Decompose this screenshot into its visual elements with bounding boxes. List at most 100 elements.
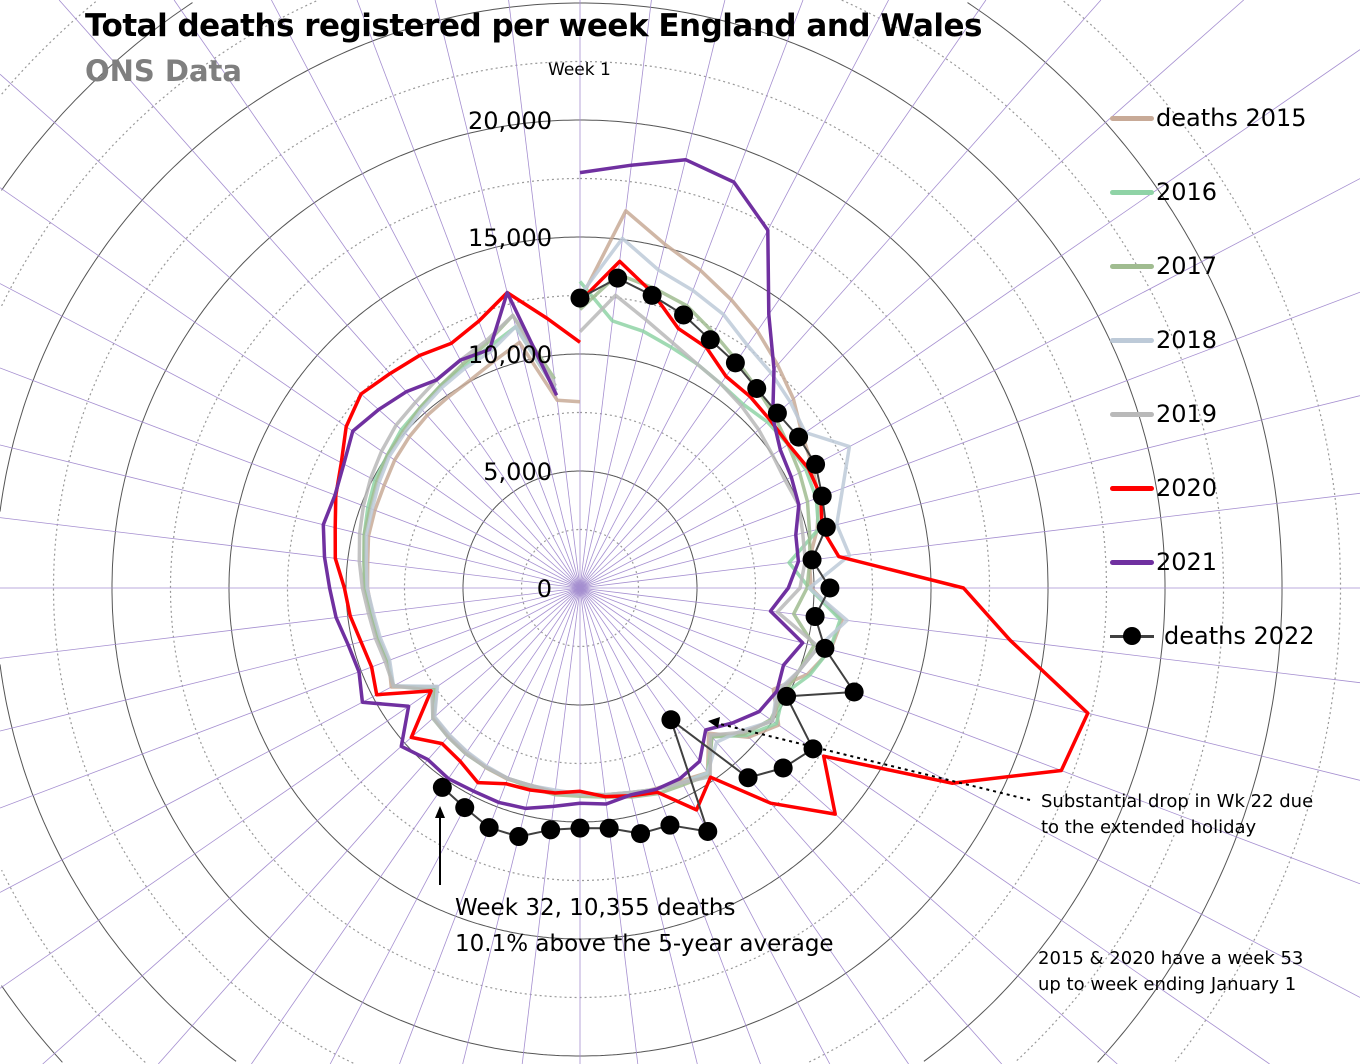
legend-swatch	[1110, 115, 1154, 121]
wk22-arrow	[715, 722, 1031, 801]
series-line-2021	[321, 157, 805, 811]
spoke-week-52	[508, 0, 581, 589]
radial-tick-label: 15,000	[468, 224, 552, 252]
spoke-week-15	[579, 587, 1360, 684]
legend-label: 2021	[1156, 548, 1218, 576]
radial-tick-labels: 0 5,000 10,000 15,000 20,000	[468, 107, 552, 603]
point-2022-week-1	[570, 288, 590, 308]
legend-swatch	[1110, 559, 1154, 565]
point-2022-week-20	[773, 758, 793, 778]
spoke-week-39	[0, 587, 581, 659]
spoke-week-37	[0, 587, 581, 809]
radial-tick-label: 20,000	[468, 107, 552, 135]
point-2022-week-23	[698, 821, 718, 841]
legend-item-2016: 2016	[1110, 178, 1217, 206]
wk53-annotation: 2015 & 2020 have a week 53 up to week en…	[1038, 946, 1303, 998]
point-2022-week-24	[660, 815, 680, 835]
spoke-week-19	[579, 587, 1270, 1064]
legend-swatch	[1110, 411, 1154, 417]
week-1-label: Week 1	[548, 60, 611, 80]
legend-item-2015: deaths 2015	[1110, 104, 1307, 132]
legend-label: 2017	[1156, 252, 1218, 280]
chart-subtitle: ONS Data	[85, 54, 242, 88]
spoke-week-16	[579, 587, 1360, 781]
spoke-week-38	[0, 587, 581, 732]
point-2022-week-21	[738, 768, 758, 788]
spoke-week-42	[0, 444, 581, 589]
wk22-line-1: Substantial drop in Wk 22 due	[1041, 791, 1314, 812]
spoke-week-8	[579, 0, 1244, 589]
wk22-annotation: Substantial drop in Wk 22 due to the ext…	[1041, 789, 1313, 841]
wk32-line-2: 10.1% above the 5-year average	[455, 931, 834, 957]
spoke-week-10	[579, 178, 1360, 589]
point-2022-week-32	[432, 777, 452, 797]
spoke-week-31	[329, 587, 581, 1064]
point-2022-week-13	[802, 550, 822, 570]
legend-swatch	[1110, 189, 1154, 195]
point-2022-week-27	[570, 818, 590, 838]
legend-label: 2016	[1156, 178, 1218, 206]
radial-tick-label: 0	[537, 575, 552, 603]
point-2022-week-4	[674, 305, 694, 325]
legend-item-2018: 2018	[1110, 326, 1217, 354]
legend-label: deaths 2015	[1156, 104, 1307, 132]
series-line-2020	[333, 259, 1090, 816]
legend-item-2022: deaths 2022	[1110, 622, 1315, 650]
wk32-annotation: Week 32, 10,355 deaths 10.1% above the 5…	[455, 890, 834, 962]
point-2022-week-30	[479, 818, 499, 838]
chart-title: Total deaths registered per week England…	[85, 8, 982, 44]
point-2022-week-5	[700, 330, 720, 350]
legend-label: 2019	[1156, 400, 1218, 428]
spoke-week-35	[0, 587, 581, 989]
legend-label: 2018	[1156, 326, 1218, 354]
legend-label: deaths 2022	[1164, 622, 1315, 650]
spoke-week-11	[579, 291, 1360, 589]
wk22-arrowhead	[708, 717, 720, 728]
spoke-week-46	[0, 73, 581, 589]
legend-swatch	[1110, 337, 1154, 343]
series-line-2017	[362, 272, 816, 799]
spoke-week-20	[579, 587, 1118, 1064]
spoke-week-47	[58, 0, 581, 589]
spoke-week-9	[579, 49, 1360, 589]
grid-circle-minor	[520, 528, 640, 648]
point-2022-week-6	[725, 353, 745, 373]
spoke-week-49	[271, 0, 581, 589]
point-2022-week-3	[642, 285, 662, 305]
spoke-week-5	[579, 0, 889, 589]
point-2022-week-28	[541, 820, 561, 840]
point-2022-week-12	[816, 517, 836, 537]
point-2022-week-14	[820, 578, 840, 598]
spoke-week-13	[579, 492, 1360, 589]
spoke-week-32	[251, 587, 581, 1064]
legend-marker-icon	[1110, 626, 1154, 645]
point-2022-week-11	[812, 486, 832, 506]
point-2022-week-15	[805, 607, 825, 627]
point-2022-week-31	[455, 798, 475, 818]
series-line-deaths-2015	[365, 209, 844, 797]
point-2022-week-22	[661, 710, 681, 730]
point-2022-week-16	[815, 638, 835, 658]
legend-item-2019: 2019	[1110, 400, 1217, 428]
wk32-arrowhead	[435, 806, 445, 818]
point-2022-week-19	[803, 739, 823, 759]
spoke-week-50	[356, 0, 581, 589]
spoke-week-45	[0, 187, 581, 589]
wk22-line-2: to the extended holiday	[1041, 817, 1257, 838]
series-line-2019	[357, 293, 821, 797]
spoke-week-4	[579, 0, 804, 589]
point-2022-week-18	[777, 686, 797, 706]
spoke-week-43	[0, 367, 581, 589]
grid-circle-minor	[1, 0, 1225, 1063]
legend-item-2017: 2017	[1110, 252, 1217, 280]
wk53-line-2: up to week ending January 1	[1038, 974, 1297, 995]
point-2022-week-26	[599, 818, 619, 838]
spoke-week-34	[42, 587, 581, 1064]
spoke-week-18	[579, 587, 1360, 998]
point-2022-week-9	[789, 427, 809, 447]
annotation-arrows	[435, 717, 1031, 885]
grid-circle-major	[0, 2, 1166, 1062]
radial-tick-label: 10,000	[468, 341, 552, 369]
